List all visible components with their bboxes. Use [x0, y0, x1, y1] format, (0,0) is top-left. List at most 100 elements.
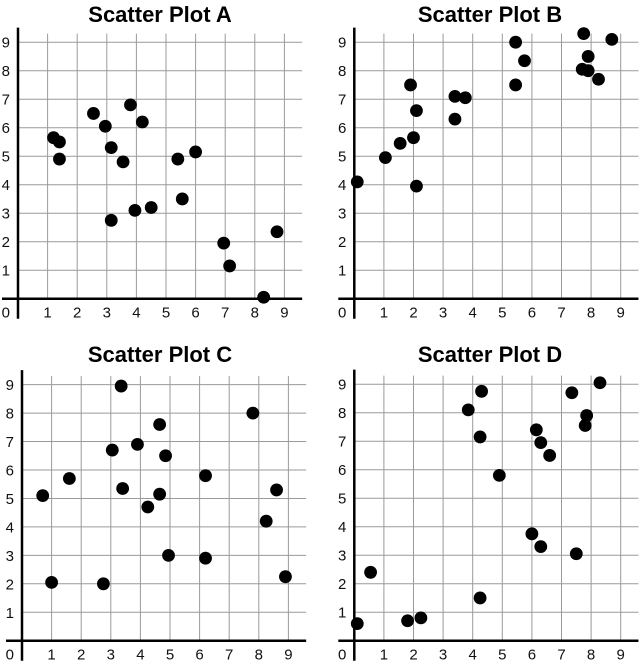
- data-point: [592, 72, 605, 86]
- x-tick-label: 3: [103, 305, 111, 322]
- data-point: [473, 591, 487, 605]
- origin-label: 0: [338, 305, 346, 322]
- data-point: [605, 32, 619, 46]
- data-point: [410, 179, 423, 193]
- y-tick-label: 4: [6, 519, 14, 536]
- data-point: [581, 50, 595, 63]
- data-point: [534, 540, 548, 554]
- data-point: [350, 617, 364, 630]
- data-point: [473, 430, 487, 444]
- y-tick-label: 2: [2, 234, 10, 251]
- x-tick-label: 2: [77, 647, 85, 664]
- x-tick-label: 8: [251, 305, 259, 322]
- data-point: [407, 131, 420, 145]
- data-point: [534, 436, 548, 450]
- data-point: [105, 443, 119, 457]
- data-point: [270, 225, 284, 239]
- x-tick-label: 1: [43, 305, 51, 322]
- y-tick-label: 3: [6, 548, 14, 565]
- x-tick-label: 4: [136, 647, 144, 664]
- x-tick-label: 4: [469, 305, 477, 322]
- data-point: [217, 236, 231, 250]
- y-tick-label: 1: [338, 263, 346, 280]
- y-tick-label: 2: [6, 576, 14, 593]
- origin-label: 0: [6, 647, 14, 664]
- y-tick-label: 8: [6, 406, 14, 423]
- data-point: [410, 104, 423, 117]
- x-tick-label: 1: [380, 647, 388, 664]
- data-point: [128, 203, 142, 217]
- x-tick-label: 9: [280, 305, 288, 322]
- data-point: [393, 136, 407, 150]
- y-tick-label: 6: [338, 120, 346, 137]
- data-point: [36, 489, 50, 503]
- data-point: [577, 27, 591, 41]
- y-tick-label: 8: [338, 63, 346, 80]
- data-point: [580, 409, 594, 422]
- y-tick-label: 4: [338, 177, 346, 194]
- data-point: [159, 449, 172, 463]
- x-tick-label: 9: [617, 305, 625, 322]
- chart-title-d: Scatter Plot D: [417, 342, 563, 367]
- x-tick-label: 9: [284, 647, 292, 664]
- data-point: [199, 469, 212, 483]
- data-point: [475, 384, 488, 398]
- data-point: [153, 487, 167, 501]
- data-point: [492, 469, 506, 482]
- x-tick-label: 4: [132, 305, 140, 322]
- x-tick-label: 5: [162, 305, 170, 322]
- x-tick-label: 7: [557, 305, 565, 322]
- y-tick-label: 5: [338, 491, 346, 508]
- data-point: [199, 551, 212, 565]
- data-point: [578, 419, 592, 432]
- data-point: [529, 423, 543, 437]
- data-point: [171, 152, 185, 166]
- y-tick-label: 1: [2, 263, 10, 280]
- x-tick-label: 2: [409, 647, 417, 664]
- y-tick-label: 6: [2, 120, 10, 137]
- x-tick-label: 8: [587, 647, 595, 664]
- y-tick-label: 9: [338, 35, 346, 52]
- data-point: [257, 290, 271, 304]
- y-tick-label: 9: [6, 377, 14, 394]
- y-tick-label: 2: [338, 576, 346, 593]
- data-point: [135, 115, 149, 129]
- data-point: [364, 565, 377, 579]
- data-point: [98, 119, 112, 133]
- data-point: [350, 175, 364, 189]
- data-point: [569, 547, 583, 561]
- data-point: [97, 577, 110, 591]
- data-point: [124, 98, 137, 112]
- data-point: [116, 482, 130, 495]
- x-tick-label: 2: [409, 305, 417, 322]
- data-point: [116, 155, 130, 169]
- data-point: [414, 611, 428, 625]
- data-point: [153, 418, 167, 431]
- data-point: [45, 575, 58, 589]
- data-point: [141, 500, 155, 514]
- data-point: [565, 386, 579, 400]
- chart-title-b: Scatter Plot B: [417, 2, 563, 27]
- origin-label: 0: [2, 305, 10, 322]
- data-point: [144, 201, 158, 214]
- data-point: [246, 406, 260, 420]
- x-tick-label: 6: [528, 305, 536, 322]
- y-tick-label: 3: [338, 548, 346, 565]
- y-tick-label: 5: [338, 149, 346, 166]
- y-tick-label: 7: [338, 434, 346, 451]
- data-point: [518, 54, 531, 68]
- x-tick-label: 8: [587, 305, 595, 322]
- y-tick-label: 9: [338, 377, 346, 394]
- data-point: [87, 107, 100, 120]
- data-point: [223, 259, 237, 273]
- data-point: [404, 78, 417, 92]
- x-tick-label: 5: [498, 647, 506, 664]
- chart-title-a: Scatter Plot A: [88, 2, 232, 27]
- x-tick-label: 6: [528, 647, 536, 664]
- y-tick-label: 7: [6, 434, 14, 451]
- data-point: [259, 514, 273, 528]
- x-tick-label: 3: [439, 305, 447, 322]
- data-point: [189, 145, 203, 159]
- x-tick-label: 1: [47, 647, 55, 664]
- x-tick-label: 6: [195, 647, 203, 664]
